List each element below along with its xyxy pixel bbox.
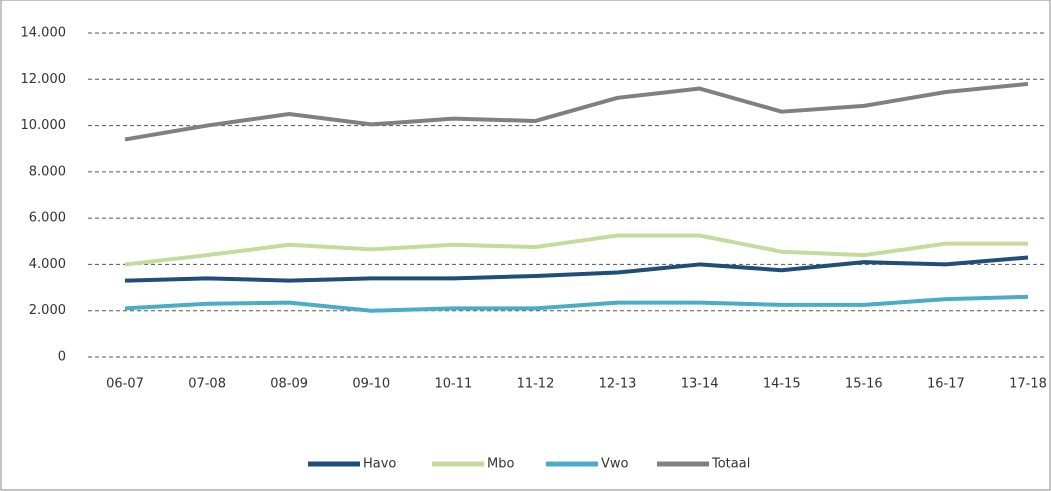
x-tick-label: 14-15 bbox=[763, 377, 801, 392]
series-line bbox=[124, 255, 1029, 283]
y-tick-label: 0 bbox=[58, 350, 66, 365]
y-tick-label: 8.000 bbox=[29, 164, 66, 179]
series-line bbox=[124, 233, 1028, 267]
y-tick-label: 4.000 bbox=[29, 257, 66, 272]
legend-label: Havo bbox=[363, 457, 396, 472]
legend-label: Vwo bbox=[601, 457, 629, 472]
y-tick-label: 2.000 bbox=[29, 303, 66, 318]
series-line bbox=[124, 81, 1029, 142]
x-tick-label: 08-09 bbox=[270, 377, 308, 392]
x-tick-label: 16-17 bbox=[927, 377, 965, 392]
y-tick-label: 14.000 bbox=[21, 26, 67, 41]
x-tick-label: 13-14 bbox=[681, 377, 719, 392]
x-tick-label: 10-11 bbox=[434, 377, 472, 392]
x-tick-label: 06-07 bbox=[106, 377, 144, 392]
y-tick-label: 12.000 bbox=[21, 72, 67, 87]
y-tick-label: 6.000 bbox=[29, 211, 66, 226]
x-tick-label: 12-13 bbox=[599, 377, 637, 392]
legend-label: Totaal bbox=[711, 457, 750, 472]
series-line bbox=[124, 294, 1029, 313]
x-tick-label: 09-10 bbox=[352, 377, 390, 392]
x-tick-label: 17-18 bbox=[1009, 377, 1047, 392]
legend-label: Mbo bbox=[487, 457, 514, 472]
x-tick-label: 07-08 bbox=[188, 377, 226, 392]
x-tick-label: 11-12 bbox=[517, 377, 555, 392]
y-tick-label: 10.000 bbox=[21, 118, 67, 133]
x-tick-label: 15-16 bbox=[845, 377, 883, 392]
